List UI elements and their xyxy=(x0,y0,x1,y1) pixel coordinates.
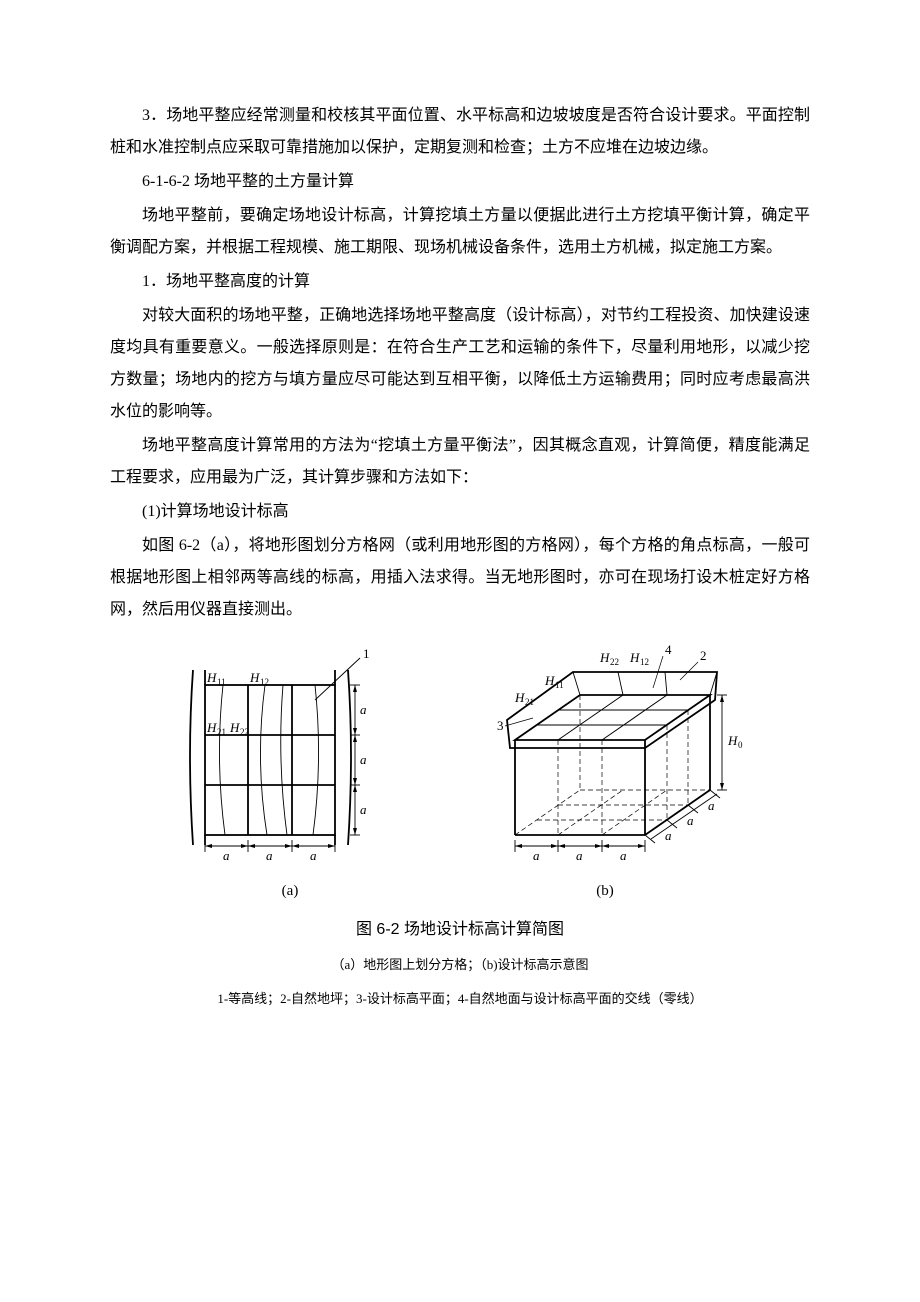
figure-a-label: (a) xyxy=(282,876,299,906)
figure-b-svg: 3 2 4 H11 H21 H22 H12 H0 xyxy=(455,640,755,870)
svg-text:a: a xyxy=(360,752,367,767)
svg-text:a: a xyxy=(310,848,317,863)
svg-text:21: 21 xyxy=(525,697,534,707)
section-heading-6-1-6-2: 6-1-6-2 场地平整的土方量计算 xyxy=(110,166,810,198)
svg-text:22: 22 xyxy=(610,657,619,667)
svg-text:a: a xyxy=(665,828,672,843)
svg-text:a: a xyxy=(360,802,367,817)
paragraph-step1: 如图 6-2（a），将地形图划分方格网（或利用地形图的方格网），每个方格的角点标… xyxy=(110,530,810,626)
svg-text:H: H xyxy=(727,733,738,748)
svg-text:H: H xyxy=(599,650,610,665)
subheading-1: 1．场地平整高度的计算 xyxy=(110,266,810,298)
svg-text:a: a xyxy=(223,848,230,863)
svg-text:12: 12 xyxy=(260,677,269,687)
figure-a-svg: 1 H11 H12 H21 H22 a a a xyxy=(165,640,415,870)
svg-text:a: a xyxy=(708,798,715,813)
paragraph-intro: 场地平整前，要确定场地设计标高，计算挖填土方量以便据此进行土方挖填平衡计算，确定… xyxy=(110,200,810,264)
figure-title: 图 6-2 场地设计标高计算简图 xyxy=(110,914,810,946)
svg-text:H: H xyxy=(249,670,260,685)
figure-legend: 1-等高线；2-自然地坪；3-设计标高平面；4-自然地面与设计标高平面的交线（零… xyxy=(110,986,810,1012)
svg-text:a: a xyxy=(687,813,694,828)
svg-text:2: 2 xyxy=(700,648,707,663)
svg-text:H: H xyxy=(206,720,217,735)
figure-subtitle: （a）地形图上划分方格；（b)设计标高示意图 xyxy=(110,952,810,978)
svg-text:a: a xyxy=(620,848,627,863)
figure-b-label: (b) xyxy=(596,876,614,906)
svg-text:21: 21 xyxy=(217,727,226,737)
step-1-heading: (1)计算场地设计标高 xyxy=(110,496,810,528)
figure-6-2: 1 H11 H12 H21 H22 a a a xyxy=(110,640,810,906)
svg-text:H: H xyxy=(229,720,240,735)
svg-text:12: 12 xyxy=(640,657,649,667)
svg-text:11: 11 xyxy=(555,680,564,690)
paragraph-3: 3．场地平整应经常测量和校核其平面位置、水平标高和边坡坡度是否符合设计要求。平面… xyxy=(110,100,810,164)
svg-text:4: 4 xyxy=(665,642,672,657)
svg-text:a: a xyxy=(266,848,273,863)
svg-text:a: a xyxy=(576,848,583,863)
svg-text:22: 22 xyxy=(240,727,249,737)
svg-text:3: 3 xyxy=(497,718,504,733)
svg-text:H: H xyxy=(514,690,525,705)
svg-text:H: H xyxy=(544,673,555,688)
label-1: 1 xyxy=(363,646,370,661)
paragraph-principle: 对较大面积的场地平整，正确地选择场地平整高度（设计标高），对节约工程投资、加快建… xyxy=(110,300,810,428)
svg-text:H: H xyxy=(629,650,640,665)
figure-6-2-b: 3 2 4 H11 H21 H22 H12 H0 xyxy=(455,640,755,906)
figure-6-2-a: 1 H11 H12 H21 H22 a a a xyxy=(165,640,415,906)
svg-text:a: a xyxy=(533,848,540,863)
paragraph-method: 场地平整高度计算常用的方法为“挖填土方量平衡法”，因其概念直观，计算简便，精度能… xyxy=(110,430,810,494)
svg-text:11: 11 xyxy=(217,677,226,687)
svg-text:a: a xyxy=(360,702,367,717)
svg-text:0: 0 xyxy=(738,740,743,750)
svg-text:H: H xyxy=(206,670,217,685)
